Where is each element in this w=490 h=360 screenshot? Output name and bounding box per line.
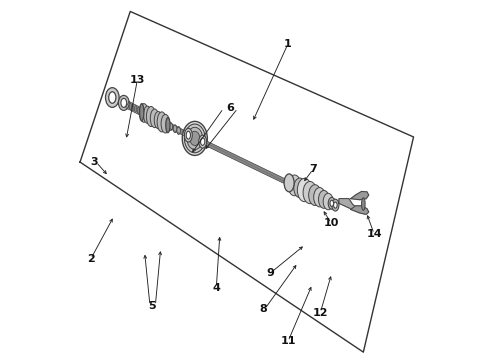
Ellipse shape [294, 178, 306, 198]
Polygon shape [351, 192, 368, 200]
Text: 5: 5 [148, 301, 155, 311]
Ellipse shape [140, 104, 144, 121]
Ellipse shape [137, 107, 139, 113]
Text: 4: 4 [212, 283, 220, 293]
Ellipse shape [154, 112, 162, 129]
Polygon shape [126, 102, 145, 116]
Ellipse shape [186, 131, 191, 139]
Text: 2: 2 [87, 254, 95, 264]
Text: 14: 14 [367, 229, 382, 239]
Ellipse shape [318, 190, 329, 208]
Text: 8: 8 [259, 304, 267, 314]
Ellipse shape [135, 106, 137, 112]
Ellipse shape [140, 108, 142, 115]
Text: 10: 10 [323, 218, 339, 228]
Ellipse shape [132, 104, 134, 111]
Text: 9: 9 [266, 268, 274, 278]
Ellipse shape [140, 104, 148, 122]
Ellipse shape [190, 131, 200, 145]
Ellipse shape [328, 197, 335, 209]
Ellipse shape [314, 188, 325, 207]
Ellipse shape [109, 92, 116, 103]
Ellipse shape [187, 127, 203, 149]
Ellipse shape [161, 114, 170, 133]
Ellipse shape [297, 179, 312, 202]
Ellipse shape [150, 109, 159, 128]
Text: 6: 6 [227, 103, 235, 113]
Ellipse shape [184, 129, 192, 142]
Polygon shape [351, 206, 368, 215]
Ellipse shape [334, 202, 337, 208]
Ellipse shape [184, 124, 205, 153]
Ellipse shape [147, 107, 156, 127]
Ellipse shape [157, 112, 167, 132]
Ellipse shape [177, 127, 180, 134]
Ellipse shape [199, 135, 207, 148]
Ellipse shape [173, 125, 177, 133]
Ellipse shape [288, 175, 301, 196]
Text: 12: 12 [313, 308, 328, 318]
Ellipse shape [169, 123, 172, 131]
Ellipse shape [200, 138, 205, 145]
Text: 7: 7 [309, 164, 317, 174]
Ellipse shape [309, 185, 321, 206]
Text: 1: 1 [284, 39, 292, 49]
Polygon shape [167, 122, 189, 137]
Ellipse shape [129, 103, 131, 109]
Text: 13: 13 [130, 75, 145, 85]
Ellipse shape [182, 121, 207, 156]
Ellipse shape [166, 118, 170, 133]
Ellipse shape [119, 95, 129, 111]
Text: 3: 3 [91, 157, 98, 167]
Text: 11: 11 [280, 336, 296, 346]
Ellipse shape [332, 199, 339, 211]
Ellipse shape [362, 198, 365, 210]
Ellipse shape [144, 106, 151, 123]
Ellipse shape [323, 193, 333, 210]
Ellipse shape [303, 181, 317, 204]
Ellipse shape [284, 174, 294, 192]
Ellipse shape [105, 87, 119, 107]
Ellipse shape [121, 98, 126, 107]
Ellipse shape [330, 200, 334, 206]
Polygon shape [204, 141, 286, 183]
Polygon shape [339, 199, 356, 210]
